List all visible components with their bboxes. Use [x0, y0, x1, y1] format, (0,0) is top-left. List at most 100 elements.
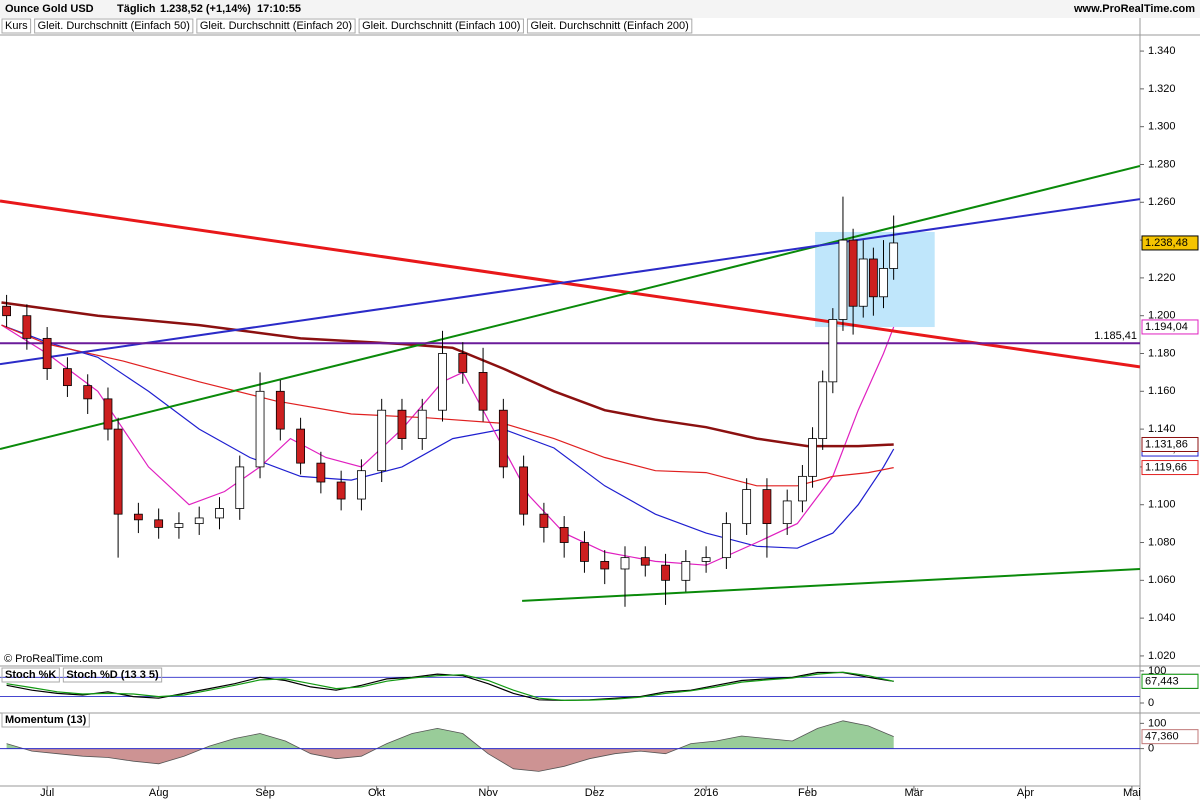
x-tick-label: Nov [478, 787, 498, 799]
candle-body [83, 385, 93, 400]
y-tick-label: 1.340 [1148, 45, 1176, 57]
candle-body [113, 428, 123, 515]
y-tick-label: 1.180 [1148, 347, 1176, 359]
candle-body [640, 557, 650, 566]
momentum-area-up [6, 720, 894, 749]
candle-body [133, 513, 143, 521]
candle-body [275, 390, 285, 430]
x-tick-label: Aug [149, 787, 169, 799]
trend-line [0, 165, 1140, 450]
x-tick-label: Sep [255, 787, 275, 799]
candle-body [808, 438, 817, 477]
y-tick-label: 1.160 [1148, 385, 1176, 397]
candle-body [889, 242, 899, 269]
value-tag [1141, 319, 1199, 335]
legend-entry: Momentum (13) [5, 714, 87, 726]
legend-entry: Gleit. Durchschnitt (Einfach 100) [362, 20, 520, 32]
y-tick-label: 1.220 [1148, 272, 1176, 284]
candle-body [498, 409, 508, 468]
candle-body [721, 523, 731, 559]
candle-body [868, 258, 878, 298]
candle-body [215, 508, 224, 519]
legend-entry: Gleit. Durchschnitt (Einfach 200) [530, 20, 688, 32]
value-tag-label: 1.119,66 [1145, 461, 1187, 473]
value-tag [1141, 673, 1199, 689]
instrument: Ounce Gold USD [5, 3, 94, 15]
trend-line [0, 199, 1140, 369]
candle-body [600, 561, 610, 570]
candle-body [63, 368, 72, 387]
quote: 1.238,52 (+1,14%) [160, 3, 251, 15]
legend-box [1, 712, 90, 728]
value-tag [1141, 729, 1199, 745]
x-tick-label: Okt [368, 787, 385, 799]
legend-box [62, 667, 163, 683]
candle-body [782, 500, 792, 525]
momentum-area-down [6, 748, 894, 772]
period: Täglich [117, 3, 156, 15]
y-tick-label: 1.200 [1148, 310, 1176, 322]
y-tick-label: 100 [1148, 717, 1166, 729]
candle-body [879, 268, 888, 298]
candle-body [478, 371, 488, 411]
legend-entry: Kurs [5, 20, 28, 32]
legend-entry: Stoch %K [5, 669, 56, 681]
legend-box [526, 18, 693, 34]
y-tick-label: 1.260 [1148, 196, 1176, 208]
y-tick-label: 1.280 [1148, 158, 1176, 170]
candle-body [357, 470, 366, 500]
moving-average [1, 324, 894, 487]
candle-body [539, 513, 549, 528]
candle-body [2, 305, 11, 317]
candle-body [848, 239, 858, 307]
y-tick-label: 1.100 [1148, 499, 1176, 511]
legend-entry: Gleit. Durchschnitt (Einfach 50) [38, 20, 190, 32]
x-tick-label: Mär [904, 787, 923, 799]
indicator-line [6, 671, 894, 702]
candle-body [103, 398, 113, 430]
y-tick-label: 1.080 [1148, 536, 1176, 548]
value-tag-label: 1.238,48 [1145, 237, 1188, 249]
candle-body [174, 523, 184, 528]
y-tick-label: 1.140 [1148, 423, 1176, 435]
y-tick-label: 1.300 [1148, 121, 1176, 133]
plot-layer: Jul Aug Sep Okt Nov Dez 2016 Feb Mär Apr Mai 1.020 1… [0, 18, 1199, 799]
y-tick-label: 1.320 [1148, 83, 1176, 95]
candle-body [22, 315, 32, 339]
x-tick-label: Apr [1017, 787, 1034, 799]
legend-box [34, 18, 194, 34]
candle-body [438, 353, 447, 411]
y-tick-label: 100 [1148, 665, 1166, 677]
trend-line [0, 198, 1140, 366]
candle-body [519, 466, 529, 515]
legend-entry: Stoch %D (13 3 5) [66, 669, 159, 681]
copyright: © ProRealTime.com [4, 653, 103, 665]
site: www.ProRealTime.com [1073, 3, 1195, 15]
y-tick-label: 1.060 [1148, 574, 1176, 586]
trend-line-label: 1.185,41 [1094, 330, 1137, 342]
x-tick-label: Feb [798, 787, 817, 799]
x-tick-label: Dez [585, 787, 605, 799]
value-tag-label: 67,443 [1145, 675, 1179, 687]
candle-body [701, 557, 711, 562]
header-bar [0, 0, 1200, 18]
y-tick-label: 1.020 [1148, 650, 1176, 662]
x-tick-label: Jul [40, 787, 54, 799]
y-tick-label: 1.040 [1148, 612, 1176, 624]
value-tag [1141, 235, 1199, 251]
candle-body [377, 409, 387, 472]
value-tag-label: 1.131,86 [1145, 438, 1188, 450]
candle-body [235, 466, 245, 509]
x-tick-label: 2016 [694, 787, 718, 799]
value-tag [1141, 460, 1199, 476]
value-tag-label: 1.194,04 [1145, 321, 1188, 333]
legend-box [1, 667, 60, 683]
momentum-line [6, 720, 894, 772]
y-tick-label: 0 [1148, 743, 1154, 755]
candle-body [42, 337, 52, 370]
value-tag [1141, 436, 1199, 452]
legend-box [1, 18, 32, 34]
x-tick-label: Mai [1123, 787, 1141, 799]
time: 17:10:55 [257, 3, 301, 15]
